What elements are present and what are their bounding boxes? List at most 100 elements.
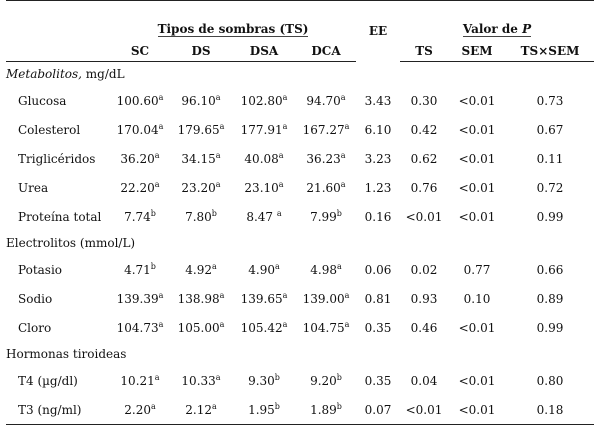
header-p-sem: SEM [448, 40, 506, 62]
significance-letter: b [211, 208, 217, 218]
table-row: Proteína total 7.74b 7.80b 8.47 a 7.99b 0.16 <… [6, 202, 594, 231]
p-tsxsem-cell: 0.73 [536, 93, 564, 108]
ee-cell: 1.23 [364, 180, 392, 195]
mean-cell: 102.80a [240, 92, 288, 108]
significance-letter: a [340, 150, 346, 160]
group-header-p: Valor de P [400, 0, 594, 40]
significance-letter: a [340, 179, 346, 189]
significance-letter: a [211, 401, 217, 411]
mean-cell: 4.98a [310, 261, 342, 277]
p-ts-cell: 0.46 [410, 320, 438, 335]
mean-cell: 105.00a [177, 319, 225, 335]
table-row: Colesterol 170.04a 179.65a 177.91a 167.27a 6.… [6, 115, 594, 144]
p-tsxsem-cell: 0.99 [536, 320, 564, 335]
table-row: Urea 22.20a 23.20a 23.10a 21.60a 1.23 0.76 <0.0… [6, 173, 594, 202]
significance-letter: a [219, 319, 225, 329]
mean-cell: 104.75a [302, 319, 350, 335]
row-label: Cloro [18, 320, 52, 335]
ee-cell: 3.43 [364, 93, 392, 108]
significance-letter: a [158, 290, 164, 300]
header-sc: SC [110, 40, 170, 62]
table-row: T3 (ng/ml) 2.20a 2.12a 1.95b 1.89b 0.07 <0.01 <… [6, 395, 594, 425]
significance-letter: a [154, 150, 160, 160]
ee-cell: 0.07 [356, 395, 400, 425]
significance-letter: a [211, 261, 217, 271]
mean-cell: 34.15a [181, 150, 221, 166]
p-ts-cell: <0.01 [400, 395, 448, 425]
mean-cell: 23.10a [244, 179, 284, 195]
row-label: Potasio [18, 262, 63, 277]
row-label: Proteína total [18, 209, 102, 224]
mean-cell: 36.20a [120, 150, 160, 166]
significance-letter: a [282, 290, 288, 300]
table-row: T4 (µg/dl) 10.21a 10.33a 9.30b 9.20b 0.35 0.04… [6, 366, 594, 395]
section-row: Hormonas tiroideas [6, 342, 594, 366]
p-sem-cell: <0.01 [458, 180, 496, 195]
significance-letter: b [336, 208, 342, 218]
p-tsxsem-cell: 0.89 [536, 291, 564, 306]
significance-letter: a [344, 319, 350, 329]
significance-letter: b [336, 372, 342, 382]
significance-letter: b [274, 372, 280, 382]
p-sem-cell: <0.01 [458, 320, 496, 335]
significance-letter: a [215, 179, 221, 189]
mean-cell: 23.20a [181, 179, 221, 195]
mean-cell: 40.08a [244, 150, 284, 166]
p-tsxsem-cell: 0.80 [536, 373, 564, 388]
ee-cell: 0.16 [364, 209, 392, 224]
mean-cell: 100.60a [116, 92, 164, 108]
p-tsxsem-cell: 0.18 [506, 395, 594, 425]
p-tsxsem-cell: 0.11 [536, 151, 564, 166]
ee-cell: 6.10 [364, 122, 392, 137]
mean-cell: 139.39a [116, 290, 164, 306]
significance-letter: a [215, 372, 221, 382]
mean-cell: 7.99b [310, 208, 342, 224]
section-row: Metabolitos, mg/dL [6, 62, 594, 87]
significance-letter: a [158, 121, 164, 131]
section-row: Electrolitos (mmol/L) [6, 231, 594, 255]
p-ts-cell: 0.62 [410, 151, 438, 166]
mean-cell: 2.20a [110, 395, 170, 425]
significance-letter: b [336, 401, 342, 411]
significance-letter: a [344, 290, 350, 300]
mean-cell: 8.47 a [246, 208, 282, 224]
mean-cell: 104.73a [116, 319, 164, 335]
header-row-sub: SC DS DSA DCA TS SEM TS×SEM [6, 40, 594, 62]
header-ee: EE [356, 0, 400, 62]
header-row-top: Tipos de sombras (TS) EE Valor de P [6, 0, 594, 62]
p-tsxsem-cell: 0.99 [536, 209, 564, 224]
significance-letter: a [282, 121, 288, 131]
ee-cell: 3.23 [364, 151, 392, 166]
significance-letter: a [282, 92, 288, 102]
mean-cell: 170.04a [116, 121, 164, 137]
significance-letter: a [158, 319, 164, 329]
mean-cell: 22.20a [120, 179, 160, 195]
mean-cell: 7.80b [185, 208, 217, 224]
mean-cell: 177.91a [240, 121, 288, 137]
results-table: Tipos de sombras (TS) EE Valor de P SC D… [6, 0, 594, 425]
significance-letter: a [278, 150, 284, 160]
row-label: Sodio [18, 291, 53, 306]
mean-cell: 21.60a [306, 179, 346, 195]
mean-cell: 2.12a [170, 395, 232, 425]
table-row: Triglicéridos 36.20a 34.15a 40.08a 36.23a 3.2… [6, 144, 594, 173]
significance-letter: a [150, 401, 156, 411]
significance-letter: b [150, 208, 156, 218]
significance-letter: a [154, 372, 160, 382]
p-ts-cell: 0.93 [410, 291, 438, 306]
row-label: T4 (µg/dl) [18, 373, 78, 388]
significance-letter: a [282, 319, 288, 329]
significance-letter: a [340, 92, 346, 102]
significance-letter: a [219, 121, 225, 131]
significance-letter: a [219, 290, 225, 300]
mean-cell: 167.27a [302, 121, 350, 137]
p-tsxsem-cell: 0.66 [536, 262, 564, 277]
mean-cell: 4.71b [124, 261, 156, 277]
group-header-ts: Tipos de sombras (TS) [110, 0, 356, 40]
p-sem-cell: <0.01 [458, 122, 496, 137]
p-ts-cell: 0.42 [410, 122, 438, 137]
significance-letter: b [150, 261, 156, 271]
mean-cell: 9.30b [248, 372, 280, 388]
p-ts-cell: <0.01 [405, 209, 443, 224]
section-title: Hormonas tiroideas [6, 347, 127, 361]
